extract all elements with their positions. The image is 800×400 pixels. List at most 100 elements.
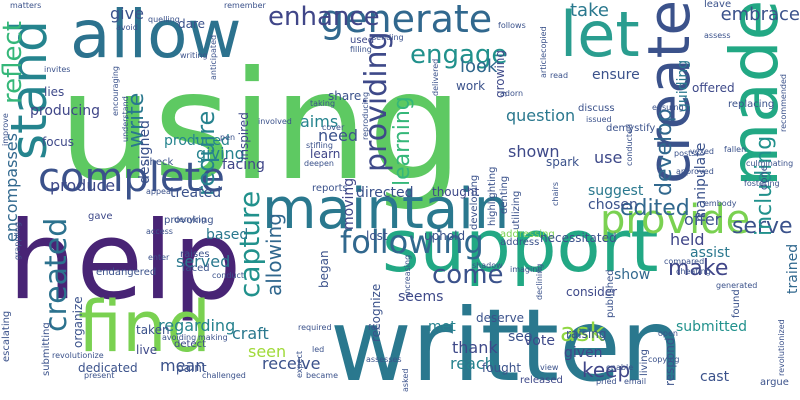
word-produced: produced <box>164 133 230 149</box>
word-come: come <box>432 260 504 290</box>
word-ensure: ensure <box>592 67 640 83</box>
word-replacing: replacing <box>728 99 775 110</box>
word-view: view <box>540 363 559 372</box>
word-show: show <box>614 267 651 283</box>
word-cover: cover <box>322 123 345 132</box>
word-recognize: recognize <box>369 283 383 342</box>
word-allowing: allowing <box>262 213 286 296</box>
word-thought: thought <box>432 185 480 199</box>
word-stifling: stifling <box>306 141 333 150</box>
word-declining: declining <box>535 263 544 300</box>
word-improve: improve <box>1 113 10 146</box>
word-offer: offer <box>684 210 722 229</box>
word-vexed: vexed <box>690 147 715 156</box>
word-let: let <box>560 0 640 71</box>
word-cast: cast <box>700 369 730 385</box>
word-culminating: culminating <box>746 159 794 168</box>
word-shadow: shadow <box>472 261 503 270</box>
word-remember: remember <box>224 1 266 10</box>
word-based: based <box>206 227 249 243</box>
word-chosen: chosen <box>588 197 638 213</box>
word-embody: embody <box>704 199 737 208</box>
word-conducted: conducted <box>625 123 634 166</box>
word-taking: taking <box>310 99 336 108</box>
word-check: check <box>144 157 174 168</box>
word-present: present <box>84 371 115 380</box>
word-fell: fell <box>368 323 381 332</box>
word-make: make <box>668 256 729 281</box>
word-served: served <box>176 252 231 271</box>
word-dare: dare <box>178 17 206 31</box>
word-treated: treated <box>170 185 222 201</box>
word-assesses: assesses <box>366 355 402 364</box>
word-deepen: deepen <box>304 159 334 168</box>
word-inspired: inspired <box>237 112 251 160</box>
word-chairs: chairs <box>551 181 560 206</box>
word-lost: lost <box>366 229 388 243</box>
word-directed: directed <box>356 185 414 201</box>
word-spark: spark <box>546 155 580 169</box>
word-email: email <box>624 377 647 386</box>
word-copying: copying <box>648 355 680 364</box>
word-find: find <box>78 286 211 368</box>
word-utilizing: utilizing <box>511 190 522 230</box>
word-endangered: endangered <box>96 267 157 278</box>
word-living: living <box>639 349 650 376</box>
word-faced: faced <box>182 263 210 274</box>
word-facing: facing <box>222 157 265 173</box>
word-anticipated: anticipated <box>209 34 218 80</box>
word-found: found <box>731 289 742 318</box>
word-dedicated: dedicated <box>78 361 138 375</box>
word-give: give <box>110 4 144 23</box>
word-necessitated: necessitated <box>540 231 617 245</box>
word-access: access <box>146 227 173 236</box>
word-appear: appear <box>146 187 175 196</box>
word-raising: raising <box>566 327 607 341</box>
word-filling: filling <box>350 45 372 54</box>
word-fought: fought <box>482 361 522 375</box>
word-involved: involved <box>258 117 292 126</box>
word-quelling: quelling <box>148 15 180 24</box>
word-submitting: submitting <box>41 322 52 376</box>
word-written: written <box>330 287 685 400</box>
word-regarding: regarding <box>158 316 236 335</box>
word-uphold: uphold <box>424 229 466 243</box>
word-assist: assist <box>690 245 730 261</box>
word-offered: offered <box>692 81 735 95</box>
word-matters: matters <box>10 1 42 10</box>
word-asked: asked <box>401 368 410 392</box>
word-use: use <box>594 148 623 167</box>
word-recommended: recommended <box>779 74 788 132</box>
word-developing: developing <box>469 174 480 230</box>
word-work: work <box>456 79 486 93</box>
word-following: following <box>340 223 484 261</box>
word-provoking: provoking <box>164 215 214 226</box>
word-maintain: maintain <box>262 177 510 242</box>
word-raises: raises <box>180 249 210 260</box>
word-avoiding: avoiding <box>162 333 197 342</box>
word-receive: receive <box>262 354 321 373</box>
word-understand: understand <box>121 96 130 142</box>
word-designed: designed <box>137 120 153 184</box>
word-develop: develop <box>652 108 677 196</box>
word-ensuing: ensuing <box>652 103 684 112</box>
word-addressing: addressing <box>500 229 555 240</box>
word-became: became <box>306 371 339 380</box>
word-conduct: conduct <box>212 271 245 280</box>
word-published: published <box>605 269 616 318</box>
word-revolutionized: revolutionized <box>777 319 786 376</box>
word-keep: keep <box>582 358 631 382</box>
word-grappling: grappling <box>13 221 22 260</box>
word-learn: learn <box>310 147 341 161</box>
word-released: released <box>520 375 563 386</box>
word-denying: denying <box>174 215 207 224</box>
word-open: open <box>658 329 678 338</box>
word-organize: organize <box>71 296 85 348</box>
word-address: address <box>500 237 540 248</box>
word-pen: pen <box>220 133 236 142</box>
word-look: look <box>460 56 498 77</box>
word-taken: taken <box>136 323 170 337</box>
word-live: live <box>136 343 158 357</box>
word-demystify: demystify <box>606 123 656 134</box>
